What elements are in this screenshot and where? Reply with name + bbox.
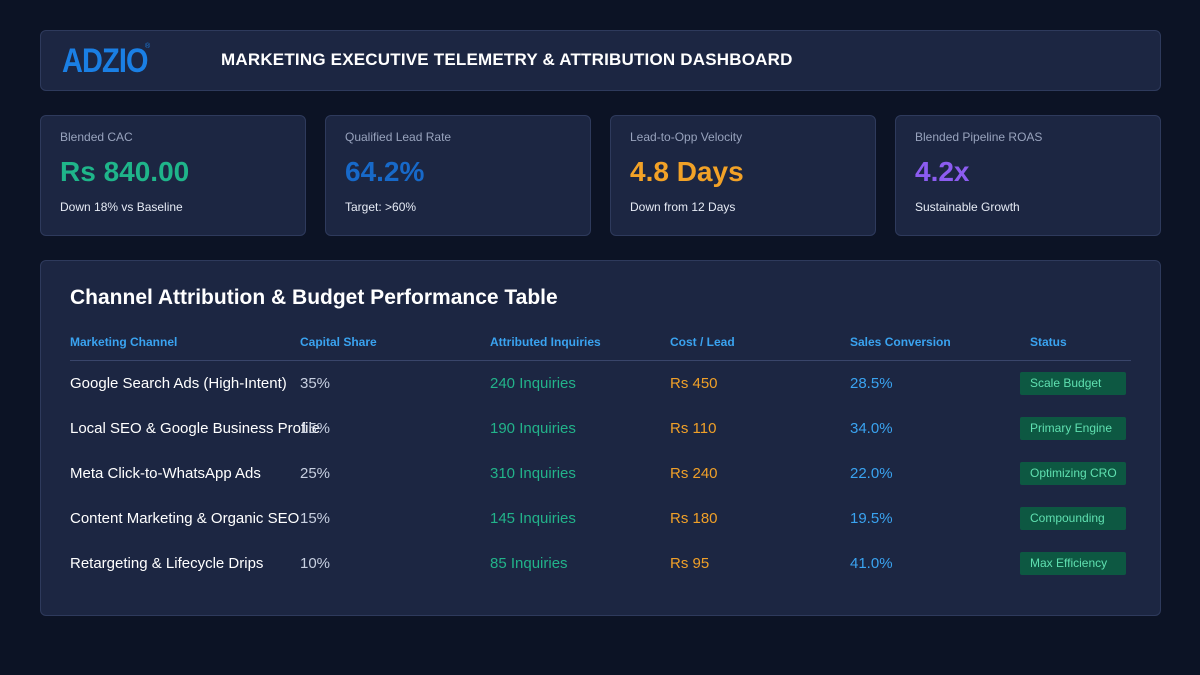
column-header-sales-conversion[interactable]: Sales Conversion <box>850 335 951 349</box>
kpi-label: Blended CAC <box>60 130 133 144</box>
cell-sales-conversion: 19.5% <box>850 510 893 527</box>
cell-inquiries: 145 Inquiries <box>490 510 576 527</box>
cell-capital-share: 15% <box>300 510 331 527</box>
table-title: Channel Attribution & Budget Performance… <box>70 286 558 309</box>
header-divider <box>70 360 1131 361</box>
brand-logo[interactable]: ADZIO <box>62 42 149 80</box>
table-row[interactable]: Meta Click-to-WhatsApp Ads 25% 310 Inqui… <box>41 451 1160 496</box>
column-header-cost-per-lead[interactable]: Cost / Lead <box>670 335 735 349</box>
cell-inquiries: 190 Inquiries <box>490 420 576 437</box>
kpi-subtext: Down 18% vs Baseline <box>60 200 183 214</box>
table-row[interactable]: Retargeting & Lifecycle Drips 10% 85 Inq… <box>41 541 1160 586</box>
kpi-value: 4.8 Days <box>630 156 744 187</box>
cell-channel: Meta Click-to-WhatsApp Ads <box>70 465 261 482</box>
table-row[interactable]: Content Marketing & Organic SEO 15% 145 … <box>41 496 1160 541</box>
column-header-channel[interactable]: Marketing Channel <box>70 335 178 349</box>
kpi-card-lead-velocity: Lead-to-Opp Velocity 4.8 Days Down from … <box>610 115 876 236</box>
cell-capital-share: 15% <box>300 420 331 437</box>
cell-sales-conversion: 34.0% <box>850 420 893 437</box>
cell-capital-share: 35% <box>300 375 331 392</box>
kpi-label: Qualified Lead Rate <box>345 130 452 144</box>
column-header-capital-share[interactable]: Capital Share <box>300 335 377 349</box>
cell-channel: Content Marketing & Organic SEO <box>70 510 300 527</box>
table-row[interactable]: Google Search Ads (High-Intent) 35% 240 … <box>41 361 1160 406</box>
cell-channel: Retargeting & Lifecycle Drips <box>70 555 264 572</box>
header-bar: ADZIO ® MARKETING EXECUTIVE TELEMETRY & … <box>40 30 1161 91</box>
cell-sales-conversion: 41.0% <box>850 555 893 572</box>
cell-cost-per-lead: Rs 240 <box>670 465 718 482</box>
cell-inquiries: 85 Inquiries <box>490 555 568 572</box>
cell-sales-conversion: 28.5% <box>850 375 893 392</box>
column-header-status[interactable]: Status <box>1030 335 1067 349</box>
cell-inquiries: 310 Inquiries <box>490 465 576 482</box>
kpi-value: Rs 840.00 <box>60 156 190 187</box>
status-badge: Primary Engine <box>1020 417 1126 440</box>
status-badge: Optimizing CRO <box>1020 462 1126 485</box>
cell-cost-per-lead: Rs 110 <box>670 420 717 437</box>
cell-cost-per-lead: Rs 95 <box>670 555 710 572</box>
cell-inquiries: 240 Inquiries <box>490 375 576 392</box>
kpi-subtext: Sustainable Growth <box>915 200 1020 214</box>
kpi-card-pipeline-roas: Blended Pipeline ROAS 4.2x Sustainable G… <box>895 115 1161 236</box>
kpi-card-blended-cac: Blended CAC Rs 840.00 Down 18% vs Baseli… <box>40 115 306 236</box>
page-title: MARKETING EXECUTIVE TELEMETRY & ATTRIBUT… <box>221 50 793 69</box>
kpi-card-qualified-lead-rate: Qualified Lead Rate 64.2% Target: >60% <box>325 115 591 236</box>
kpi-value: 64.2% <box>345 156 425 187</box>
kpi-label: Lead-to-Opp Velocity <box>630 130 743 144</box>
kpi-value: 4.2x <box>915 156 970 187</box>
status-badge: Compounding <box>1020 507 1126 530</box>
cell-capital-share: 25% <box>300 465 331 482</box>
cell-cost-per-lead: Rs 180 <box>670 510 718 527</box>
cell-sales-conversion: 22.0% <box>850 465 893 482</box>
registered-mark: ® <box>145 43 151 50</box>
status-badge: Scale Budget <box>1020 372 1126 395</box>
status-badge: Max Efficiency <box>1020 552 1126 575</box>
kpi-subtext: Target: >60% <box>345 200 417 214</box>
channel-attribution-panel: Channel Attribution & Budget Performance… <box>40 260 1161 616</box>
kpi-label: Blended Pipeline ROAS <box>915 130 1043 144</box>
kpi-subtext: Down from 12 Days <box>630 200 736 214</box>
cell-channel: Local SEO & Google Business Profile <box>70 420 321 437</box>
column-header-inquiries[interactable]: Attributed Inquiries <box>490 335 601 349</box>
table-row[interactable]: Local SEO & Google Business Profile 15% … <box>41 406 1160 451</box>
cell-capital-share: 10% <box>300 555 331 572</box>
cell-cost-per-lead: Rs 450 <box>670 375 718 392</box>
cell-channel: Google Search Ads (High-Intent) <box>70 375 287 392</box>
